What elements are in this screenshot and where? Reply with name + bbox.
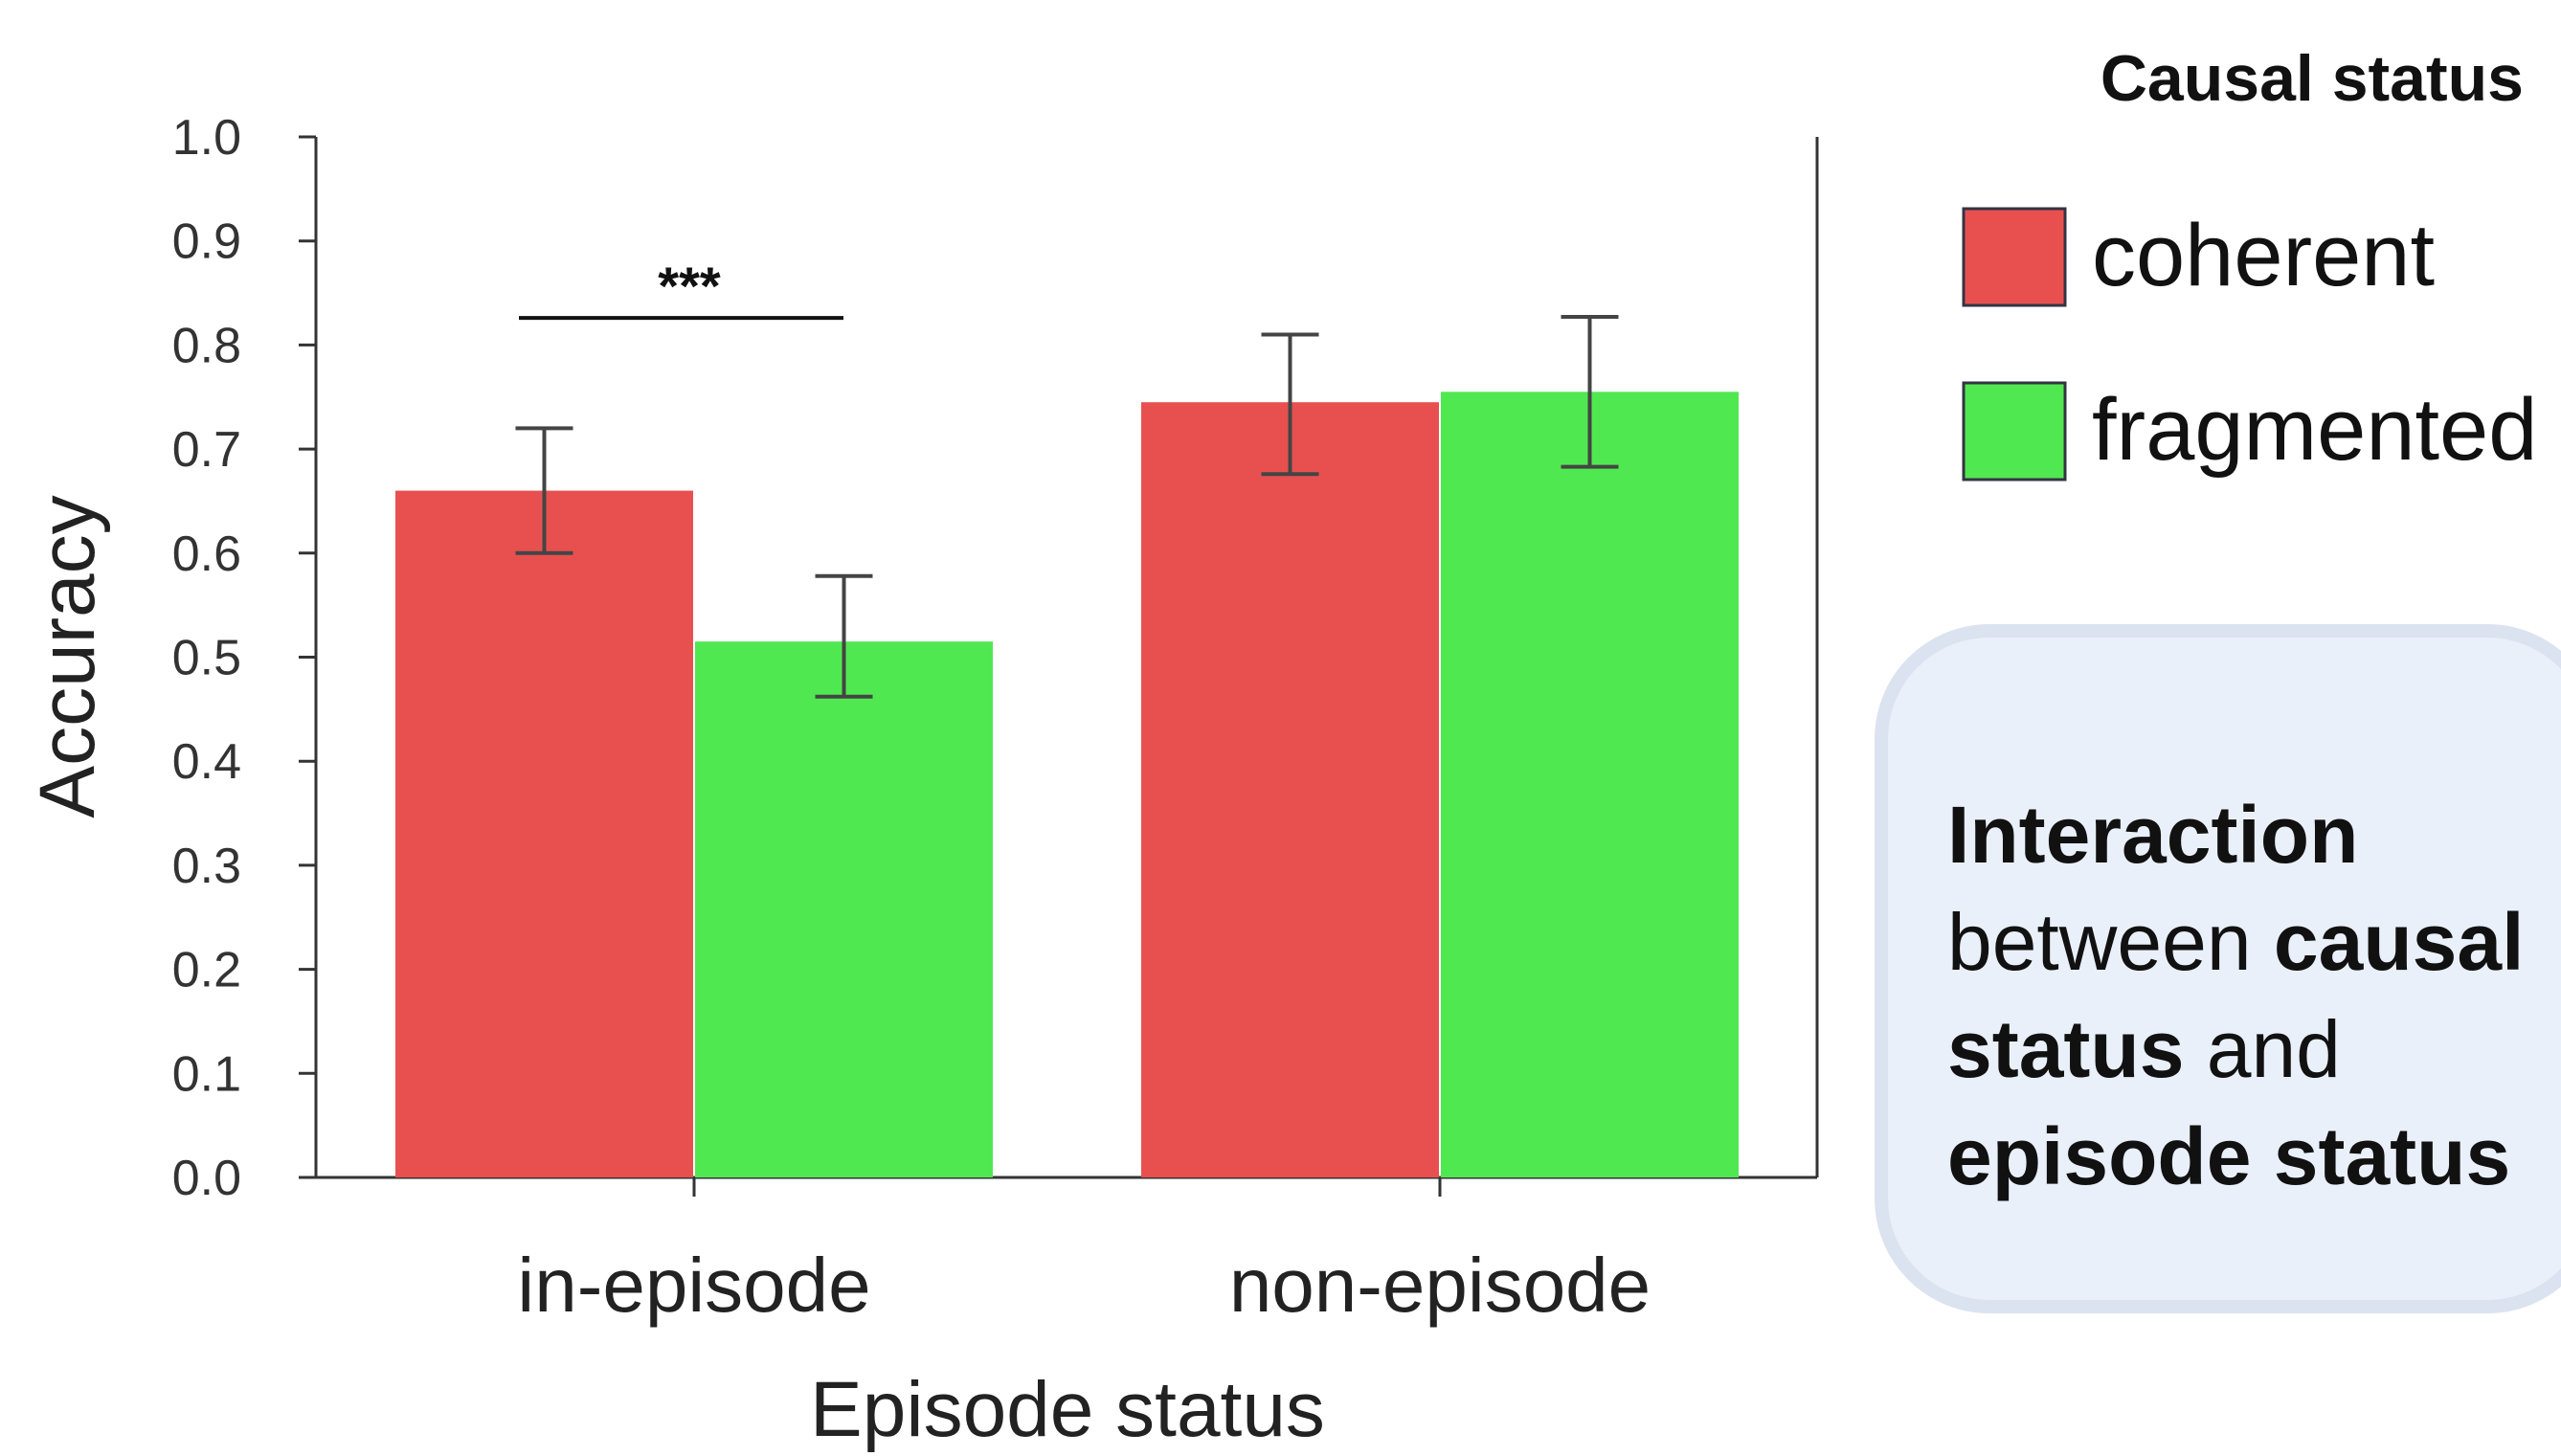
interaction-note-box: Interaction between causal status and ep… <box>1875 624 2561 1313</box>
x-axis-title: Episode status <box>810 1366 1325 1453</box>
legend-label-fragmented: fragmented <box>2092 381 2537 479</box>
x-tick-label-in-episode: in-episode <box>517 1243 870 1328</box>
legend: Causal status coherent fragmented <box>1962 42 2537 482</box>
y-axis-ticks: 0.0 0.1 0.2 0.3 0.4 0.5 0.6 0.7 0.8 0.9 1.0 <box>172 110 316 1206</box>
bar-fragmented-non-episode <box>1441 392 1739 1177</box>
x-axis-categories: in-episode non-episode <box>517 1177 1651 1328</box>
y-tick-label: 0.1 <box>172 1046 241 1102</box>
note-line2-bold: causal <box>2273 897 2525 987</box>
bar-coherent-non-episode <box>1141 402 1439 1177</box>
bar-coherent-in-episode <box>395 490 693 1177</box>
y-tick-label: 0.0 <box>172 1151 241 1206</box>
legend-label-coherent: coherent <box>2092 207 2435 304</box>
x-tick-label-non-episode: non-episode <box>1229 1243 1651 1328</box>
interaction-note-text: Interaction between causal status and ep… <box>1947 781 2561 1210</box>
legend-swatch-fragmented <box>1962 381 2067 482</box>
significance-label: *** <box>658 256 721 316</box>
y-tick-label: 0.2 <box>172 943 241 998</box>
bars <box>395 392 1739 1177</box>
y-tick-label: 0.5 <box>172 631 241 686</box>
note-line4-bold: episode status <box>1947 1111 2511 1201</box>
y-axis-title: Accuracy <box>24 495 111 818</box>
significance-annotations: *** <box>519 256 843 321</box>
note-line2-plain: between <box>1947 897 2274 987</box>
error-bars <box>515 315 1619 699</box>
y-tick-label: 0.7 <box>172 422 241 478</box>
y-tick-label: 0.8 <box>172 318 241 373</box>
y-tick-label: 0.3 <box>172 839 241 894</box>
legend-swatch-coherent <box>1962 207 2067 307</box>
note-line3-plain: and <box>2184 1004 2341 1094</box>
y-tick-label: 0.9 <box>172 214 241 270</box>
y-tick-label: 1.0 <box>172 110 241 166</box>
y-tick-label: 0.4 <box>172 734 241 790</box>
note-line1: Interaction <box>1947 790 2359 880</box>
legend-title: Causal status <box>2100 42 2524 115</box>
y-tick-label: 0.6 <box>172 526 241 582</box>
note-line3-bold: status <box>1947 1004 2185 1094</box>
bar-fragmented-in-episode <box>695 641 993 1177</box>
